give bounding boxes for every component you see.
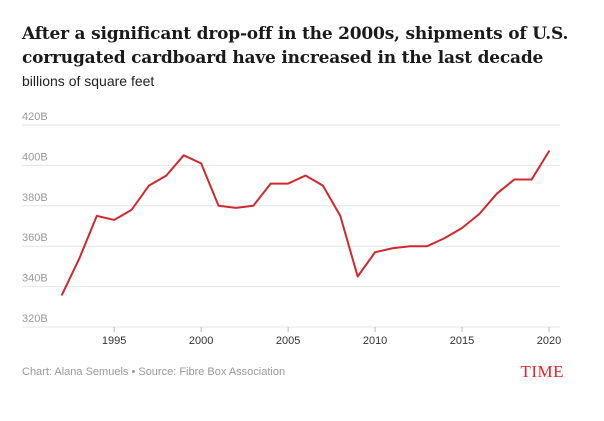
chart-credit: Chart: Alana Semuels • Source: Fibre Box… (22, 366, 286, 378)
y-tick-label: 360B (22, 232, 48, 244)
data-point (426, 245, 428, 247)
data-point (357, 276, 359, 278)
data-point (78, 257, 80, 259)
data-point (61, 294, 63, 296)
x-axis: 1995 2000 2005 2010 2015 2020 (102, 327, 561, 347)
data-point (200, 162, 202, 164)
chart-subtitle: billions of square feet (22, 73, 155, 89)
x-tick-label: 1995 (102, 335, 126, 347)
data-point (444, 237, 446, 239)
data-point (496, 193, 498, 195)
data-point (374, 251, 376, 253)
y-tick-label: 400B (22, 151, 48, 163)
data-point (148, 185, 150, 187)
chart-title: After a significant drop-off in the 2000… (22, 24, 569, 68)
data-point (165, 175, 167, 177)
x-tick-label: 2005 (276, 335, 300, 347)
data-point (113, 219, 115, 221)
data-point (461, 227, 463, 229)
data-point (252, 205, 254, 207)
data-point (96, 215, 98, 217)
data-point (478, 213, 480, 215)
x-tick-label: 2015 (450, 335, 474, 347)
data-point (305, 175, 307, 177)
data-point (513, 179, 515, 181)
y-tick-label: 420B (22, 111, 48, 123)
data-point (235, 207, 237, 209)
series-layer (61, 150, 550, 296)
y-tick-label: 380B (22, 192, 48, 204)
series-line (61, 150, 550, 296)
data-point (131, 209, 133, 211)
time-logo[interactable]: TIME (520, 362, 564, 381)
gridlines (22, 124, 560, 328)
data-point (531, 179, 533, 181)
y-tick-label: 320B (22, 313, 48, 325)
x-tick-label: 2010 (363, 335, 387, 347)
y-axis: 320B 340B 360B 380B 400B 420B (22, 111, 48, 325)
data-point (322, 185, 324, 187)
data-point (548, 150, 550, 152)
data-point (287, 183, 289, 185)
y-tick-label: 340B (22, 273, 48, 285)
data-point (391, 247, 393, 249)
data-point (218, 205, 220, 207)
x-tick-label: 2020 (537, 335, 561, 347)
data-point (183, 154, 185, 156)
data-point (270, 183, 272, 185)
x-tick-label: 2000 (189, 335, 213, 347)
data-point (339, 215, 341, 217)
data-point (409, 245, 411, 247)
